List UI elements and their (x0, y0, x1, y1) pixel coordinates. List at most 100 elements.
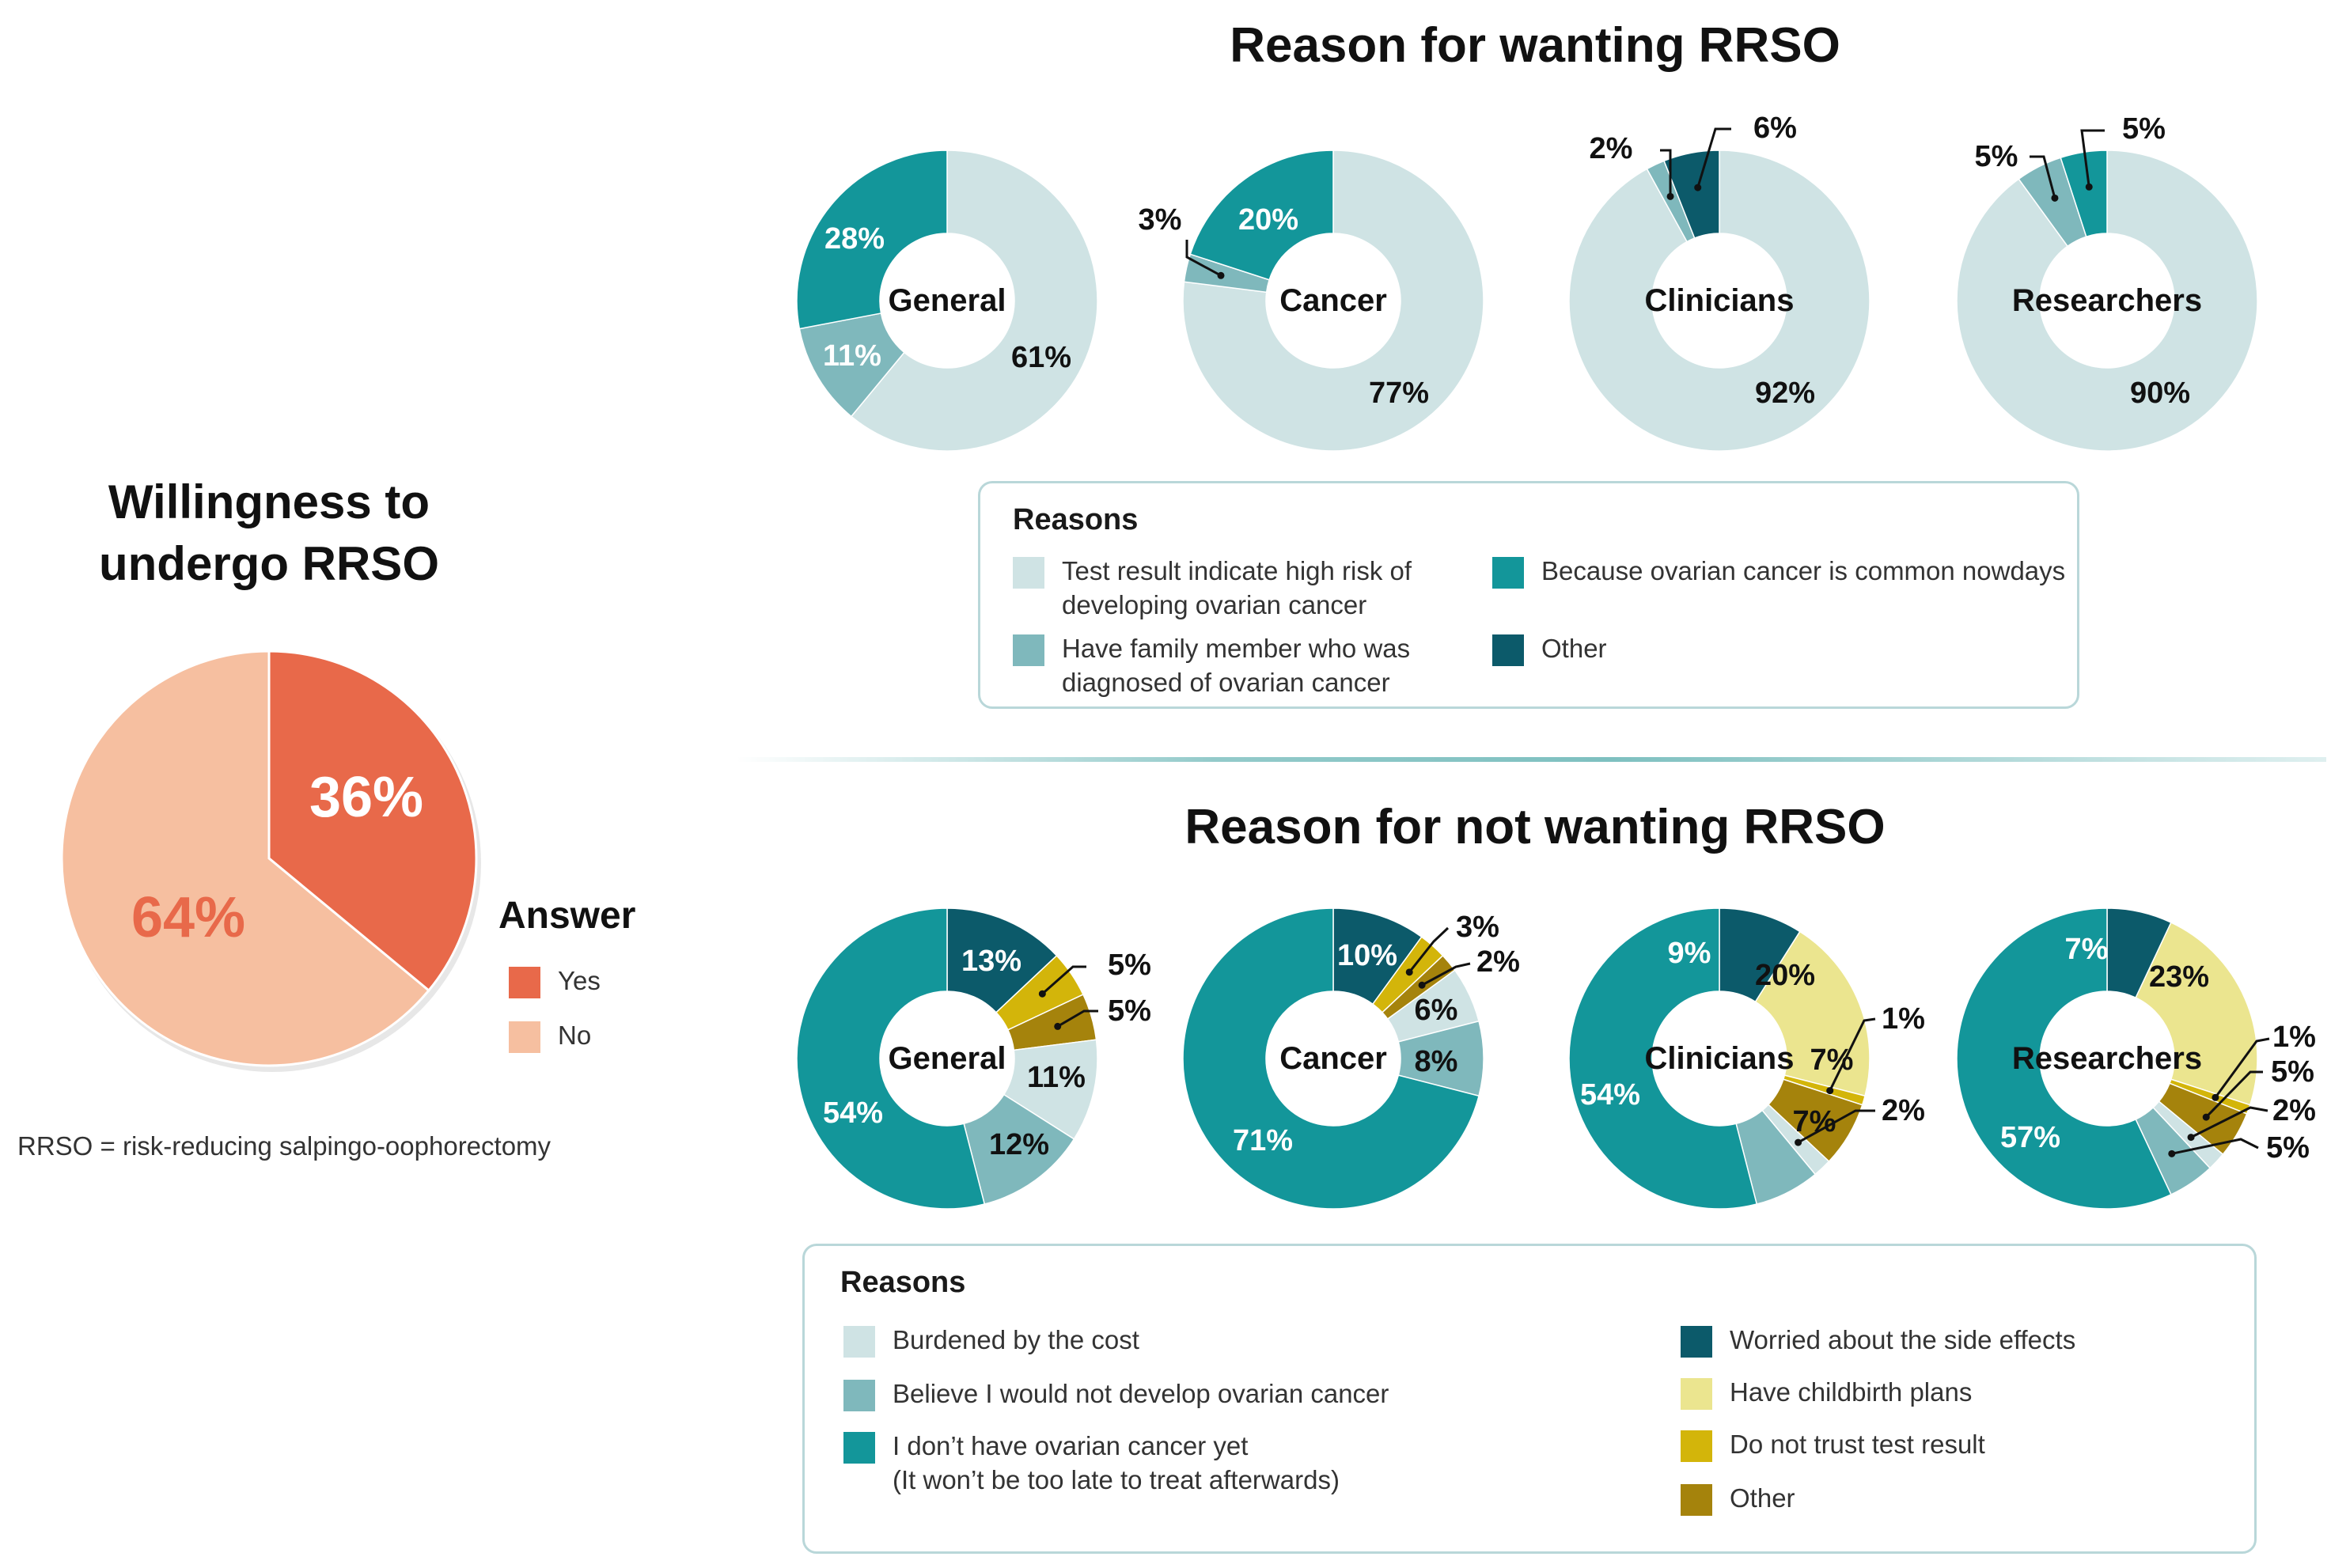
swatch-trust (1681, 1430, 1712, 1462)
not-wanting-legend-item-believe: Believe I would not develop ovarian canc… (843, 1377, 1389, 1411)
not-wanting-researchers-label-6: 57% (2000, 1121, 2060, 1154)
not-wanting-clinicians-label-5: 7% (1793, 1105, 1836, 1138)
wanting-clinicians-center-label: Clinicians (1645, 283, 1795, 318)
not-wanting-clinicians-label-2: 1% (1882, 1002, 1925, 1036)
not-wanting-researchers-leader-dot-3 (2202, 1113, 2210, 1121)
not-wanting-clinicians-center-label: Clinicians (1645, 1041, 1795, 1076)
wanting-clinicians-label-3: 6% (1753, 112, 1797, 145)
not-wanting-researchers-leader-5 (2171, 1138, 2259, 1155)
not-wanting-cancer-label-3: 2% (1476, 945, 1520, 979)
not-wanting-researchers-label-4: 2% (2272, 1094, 2316, 1127)
wanting-researchers-label-0: 90% (2130, 377, 2190, 410)
not-wanting-general-label-3: 5% (1108, 994, 1151, 1028)
not-wanting-legend-side-effects-label: Worried about the side effects (1730, 1325, 2076, 1354)
not-wanting-general-label-2: 5% (1108, 949, 1151, 982)
wanting-cancer-center-label: Cancer (1279, 283, 1387, 318)
wanting-clinicians-slice-3 (1663, 150, 1720, 239)
not-wanting-legend-item-childbirth: Have childbirth plans (1681, 1375, 1972, 1410)
answer-legend-title: Answer (498, 895, 636, 937)
wanting-researchers-slice-0 (1956, 150, 2258, 452)
wanting-legend-test-result-label: Test result indicate high risk of develo… (1062, 556, 1412, 619)
not-wanting-researchers-leader-dot-2 (2212, 1093, 2219, 1101)
wanting-researchers-slice-2 (2060, 150, 2108, 238)
not-wanting-researchers-leader-dot-4 (2187, 1134, 2195, 1142)
wanting-legend-family-member-label: Have family member who was diagnosed of … (1062, 634, 1411, 697)
wanting-general-center-label: General (889, 283, 1006, 318)
not-wanting-clinicians-label-4: 2% (1882, 1094, 1925, 1127)
wanting-researchers-leader-dot-2 (2085, 183, 2093, 191)
wanting-clinicians-leader-3 (1696, 127, 1731, 188)
not-wanting-legend-box (802, 1244, 2257, 1554)
wanting-researchers-leader-dot-1 (2051, 194, 2059, 202)
wanting-cancer-slice-2 (1189, 150, 1334, 281)
not-wanting-legend-other-label: Other (1730, 1483, 1795, 1513)
not-wanting-legend-not-yet-label: I don’t have ovarian cancer yet (It won’… (893, 1431, 1340, 1494)
wanting-legend-item-common: Because ovarian cancer is common nowdays (1492, 554, 2065, 589)
not-wanting-cancer-slice-6 (1182, 907, 1480, 1210)
not-wanting-cancer-leader-2 (1408, 926, 1450, 973)
wanting-cancer-leader-dot-1 (1217, 271, 1225, 279)
wanting-researchers-center-label: Researchers (2012, 283, 2202, 318)
willingness-slice-no (60, 650, 430, 1067)
not-wanting-legend-item-cost: Burdened by the cost (843, 1323, 1139, 1358)
not-wanting-clinicians-leader-dot-2 (1826, 1087, 1834, 1095)
not-wanting-general-leader-2 (1041, 965, 1086, 995)
wanting-legend-item-other: Other (1492, 631, 1607, 666)
not-wanting-general-label-0: 13% (961, 945, 1021, 978)
not-wanting-clinicians-slice-6 (1568, 907, 1758, 1210)
wanting-legend-item-family-member: Have family member who was diagnosed of … (1013, 631, 1410, 699)
swatch-common (1492, 557, 1524, 589)
willingness-title-line2: undergo RRSO (99, 537, 439, 590)
not-wanting-cancer-label-0: 10% (1337, 939, 1397, 972)
not-wanting-legend-cost-label: Burdened by the cost (893, 1325, 1139, 1354)
not-wanting-researchers-label-5: 5% (2266, 1131, 2310, 1165)
not-wanting-cancer-label-5: 8% (1415, 1045, 1458, 1078)
swatch-not-yet (843, 1432, 875, 1464)
answer-legend-no-label: No (558, 1021, 592, 1050)
not-wanting-researchers-leader-4 (2190, 1106, 2268, 1138)
not-wanting-legend-item-other: Other (1681, 1481, 1795, 1516)
answer-legend-yes: Yes (509, 964, 601, 998)
wanting-cancer-label-0: 77% (1369, 377, 1429, 410)
swatch-side-effects (1681, 1326, 1712, 1358)
wanting-researchers-leader-1 (2030, 155, 2056, 199)
not-wanting-legend-believe-label: Believe I would not develop ovarian canc… (893, 1379, 1389, 1408)
not-wanting-researchers-leader-3 (2205, 1070, 2263, 1119)
not-wanting-researchers-label-2: 1% (2272, 1021, 2316, 1054)
swatch-yes (509, 967, 540, 998)
swatch-no (509, 1021, 540, 1053)
not-wanting-legend-title: Reasons (840, 1266, 966, 1299)
wanting-researchers-label-2: 5% (2122, 112, 2166, 146)
not-wanting-clinicians-slice-1 (1754, 930, 1870, 1097)
not-wanting-general-label-5: 12% (989, 1128, 1049, 1161)
not-wanting-general-slice-6 (796, 907, 986, 1210)
wanting-researchers-label-1: 5% (1975, 140, 2018, 173)
willingness-slice-yes (267, 650, 478, 993)
wanting-legend-item-test-result: Test result indicate high risk of develo… (1013, 554, 1412, 622)
answer-legend-no: No (509, 1018, 591, 1053)
wanting-legend-box (978, 481, 2079, 709)
not-wanting-researchers-slice-6 (1956, 907, 2172, 1210)
not-wanting-cancer-label-4: 6% (1415, 994, 1458, 1027)
wanting-cancer-label-2: 20% (1238, 203, 1298, 237)
not-wanting-general-leader-dot-3 (1054, 1022, 1062, 1030)
rrso-footnote: RRSO = risk-reducing salpingo-oophorecto… (17, 1131, 551, 1161)
not-wanting-general-leader-3 (1056, 1009, 1098, 1028)
not-wanting-cancer-leader-dot-2 (1405, 968, 1413, 976)
wanting-title: Reason for wanting RRSO (1230, 18, 1840, 73)
not-wanting-researchers-label-0: 7% (2065, 933, 2109, 966)
not-wanting-clinicians-leader-dot-4 (1795, 1138, 1802, 1146)
swatch-childbirth (1681, 1378, 1712, 1410)
wanting-legend-title: Reasons (1013, 503, 1139, 536)
not-wanting-cancer-label-6: 71% (1233, 1124, 1293, 1157)
not-wanting-clinicians-label-3: 7% (1810, 1043, 1854, 1077)
not-wanting-general-leader-dot-2 (1038, 990, 1046, 998)
not-wanting-researchers-label-3: 5% (2271, 1055, 2314, 1089)
wanting-cancer-label-1: 3% (1139, 203, 1182, 237)
wanting-cancer-leader-1 (1185, 240, 1222, 277)
not-wanting-legend-trust-label: Do not trust test result (1730, 1430, 1985, 1459)
not-wanting-general-label-6: 54% (823, 1096, 883, 1130)
swatch-other-top (1492, 634, 1524, 666)
wanting-clinicians-label-0: 92% (1755, 377, 1815, 410)
